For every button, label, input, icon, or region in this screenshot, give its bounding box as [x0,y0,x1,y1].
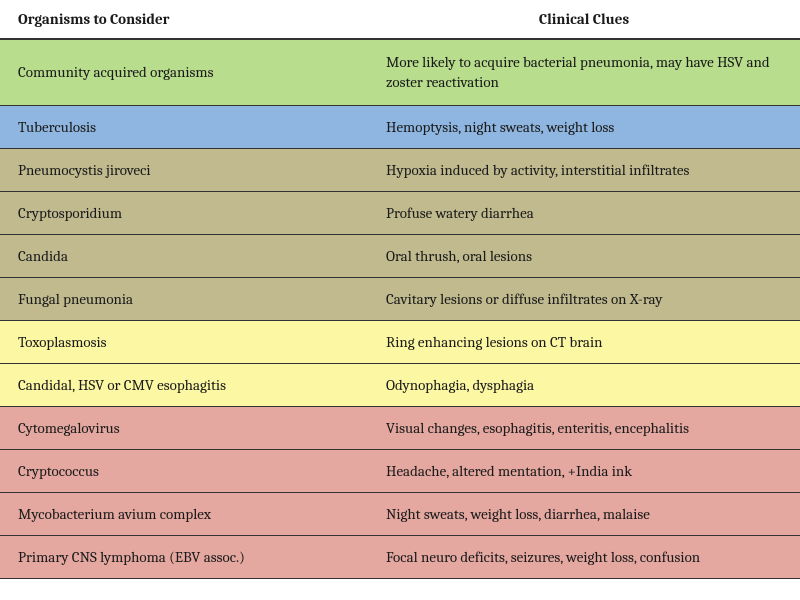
table-row: CryptosporidiumProfuse watery diarrhea [0,191,800,234]
table-row: Fungal pneumoniaCavitary lesions or diff… [0,277,800,320]
cell-clue: Cavitary lesions or diffuse infiltrates … [368,277,800,320]
table-row: TuberculosisHemoptysis, night sweats, we… [0,105,800,148]
cell-clue: Oral thrush, oral lesions [368,234,800,277]
cell-organism: Candida [0,234,368,277]
organisms-table: Organisms to Consider Clinical Clues Com… [0,0,800,579]
cell-clue: Profuse watery diarrhea [368,191,800,234]
cell-clue: Odynophagia, dysphagia [368,363,800,406]
cell-organism: Primary CNS lymphoma (EBV assoc.) [0,535,368,578]
table-row: Candidal, HSV or CMV esophagitisOdynopha… [0,363,800,406]
cell-clue: Visual changes, esophagitis, enteritis, … [368,406,800,449]
header-clues: Clinical Clues [368,0,800,39]
cell-clue: Focal neuro deficits, seizures, weight l… [368,535,800,578]
table-row: CytomegalovirusVisual changes, esophagit… [0,406,800,449]
cell-clue: Hypoxia induced by activity, interstitia… [368,148,800,191]
cell-organism: Community acquired organisms [0,39,368,105]
cell-clue: Hemoptysis, night sweats, weight loss [368,105,800,148]
cell-clue: Ring enhancing lesions on CT brain [368,320,800,363]
cell-organism: Mycobacterium avium complex [0,492,368,535]
cell-organism: Cryptosporidium [0,191,368,234]
table-row: Community acquired organismsMore likely … [0,39,800,105]
table-body: Community acquired organismsMore likely … [0,39,800,578]
cell-organism: Fungal pneumonia [0,277,368,320]
cell-clue: Night sweats, weight loss, diarrhea, mal… [368,492,800,535]
table-row: Primary CNS lymphoma (EBV assoc.)Focal n… [0,535,800,578]
table-header-row: Organisms to Consider Clinical Clues [0,0,800,39]
table-row: CryptococcusHeadache, altered mentation,… [0,449,800,492]
cell-clue: Headache, altered mentation, +India ink [368,449,800,492]
cell-clue: More likely to acquire bacterial pneumon… [368,39,800,105]
cell-organism: Pneumocystis jiroveci [0,148,368,191]
cell-organism: Tuberculosis [0,105,368,148]
table-row: ToxoplasmosisRing enhancing lesions on C… [0,320,800,363]
cell-organism: Toxoplasmosis [0,320,368,363]
table-row: CandidaOral thrush, oral lesions [0,234,800,277]
cell-organism: Cytomegalovirus [0,406,368,449]
cell-organism: Cryptococcus [0,449,368,492]
cell-organism: Candidal, HSV or CMV esophagitis [0,363,368,406]
table-row: Mycobacterium avium complexNight sweats,… [0,492,800,535]
header-organisms: Organisms to Consider [0,0,368,39]
table-row: Pneumocystis jiroveciHypoxia induced by … [0,148,800,191]
